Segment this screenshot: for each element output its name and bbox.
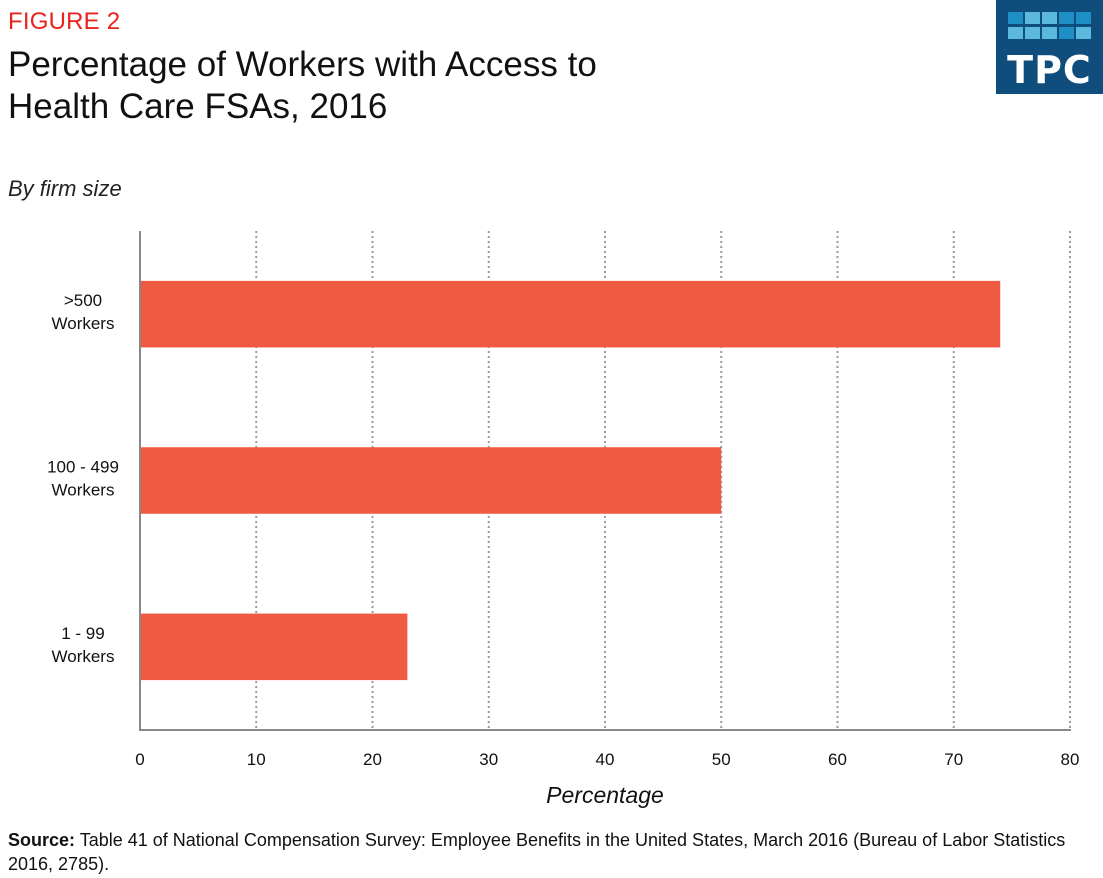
logo-text: TPC	[1007, 48, 1092, 92]
x-tick-label: 10	[247, 750, 266, 769]
x-tick-label: 20	[363, 750, 382, 769]
logo-tile	[1025, 27, 1040, 39]
chart-subtitle: By firm size	[8, 176, 122, 201]
y-category-label: Workers	[52, 647, 115, 666]
y-category-label: 1 - 99	[61, 624, 104, 643]
bar	[141, 280, 1001, 348]
x-tick-label: 0	[135, 750, 144, 769]
y-category-label: Workers	[52, 481, 115, 500]
source-text: Table 41 of National Compensation Survey…	[8, 830, 1066, 874]
bar	[141, 613, 408, 681]
bar-chart: 0 10 20 30 40 50 60 70 80 >500 Workers 100 - 499 Wo…	[47, 231, 1079, 808]
y-category-labels: >500 Workers 100 - 499 Workers 1 - 99 Workers	[47, 291, 119, 666]
x-tick-label: 80	[1061, 750, 1080, 769]
title-line-1: Percentage of Workers with Access to	[8, 45, 597, 84]
source-note: Source: Table 41 of National Compensatio…	[8, 828, 1093, 876]
logo-tile	[1008, 12, 1023, 24]
logo-tile	[1025, 12, 1040, 24]
source-label: Source:	[8, 830, 76, 850]
bars	[141, 280, 1001, 681]
logo-tile-grid	[1008, 12, 1091, 39]
x-tick-label: 50	[712, 750, 731, 769]
x-tick-label: 70	[944, 750, 963, 769]
chart-title: Percentage of Workers with Access to Hea…	[8, 44, 597, 128]
x-axis-label: Percentage	[546, 782, 664, 808]
y-category-label: 100 - 499	[47, 458, 119, 477]
logo-tile	[1059, 12, 1074, 24]
tpc-logo: TPC	[996, 0, 1103, 94]
x-tick-label: 60	[828, 750, 847, 769]
y-category-label: >500	[64, 291, 102, 310]
logo-tile	[1076, 12, 1091, 24]
bar	[141, 447, 722, 514]
logo-tile	[1042, 27, 1057, 39]
logo-tile	[1076, 27, 1091, 39]
y-category-label: Workers	[52, 314, 115, 333]
logo-tile	[1042, 12, 1057, 24]
x-tick-label: 40	[596, 750, 615, 769]
x-tick-labels: 0 10 20 30 40 50 60 70 80	[135, 750, 1079, 769]
title-line-2: Health Care FSAs, 2016	[8, 87, 388, 126]
figure-label: FIGURE 2	[8, 8, 121, 35]
logo-tile	[1059, 27, 1074, 39]
logo-tile	[1008, 27, 1023, 39]
x-tick-label: 30	[479, 750, 498, 769]
